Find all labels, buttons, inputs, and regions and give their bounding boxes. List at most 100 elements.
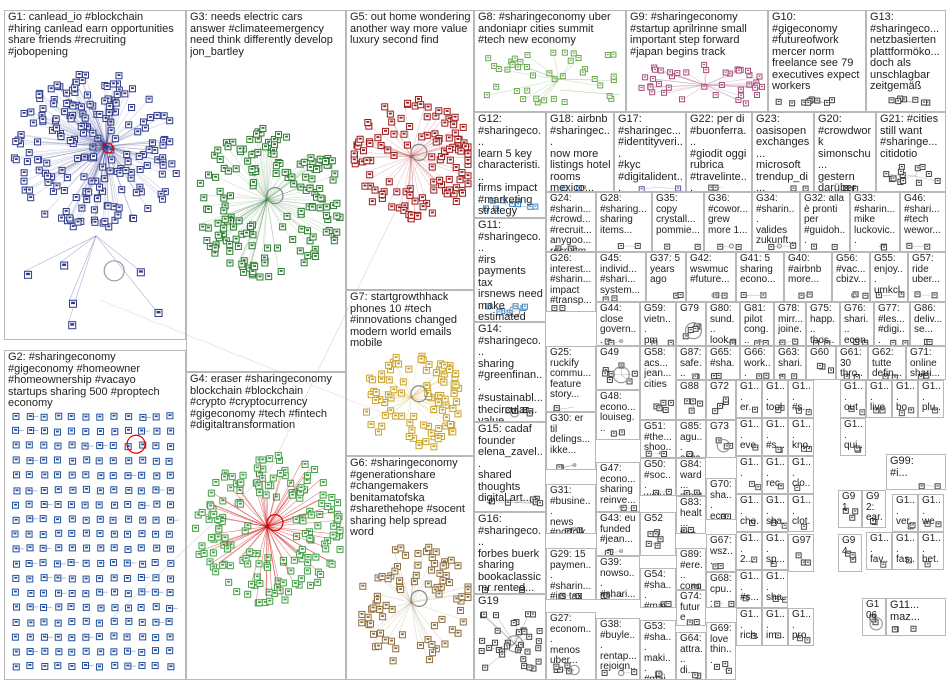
g5-node-avatar-icon — [402, 208, 406, 211]
g5-node-avatar-icon — [466, 152, 470, 155]
g6-node-avatar-icon — [430, 642, 434, 645]
g1-edge — [105, 145, 129, 162]
g2-node-avatar-icon — [42, 489, 46, 491]
g2-node-avatar-icon — [57, 546, 61, 549]
g6-node-avatar-icon — [455, 597, 459, 600]
g3-node-avatar-icon — [330, 159, 334, 162]
g7-node-avatar-icon — [456, 412, 460, 415]
g1-node-avatar-icon — [115, 93, 119, 95]
group-g46: G46: #shari... #tech wewor... — [900, 192, 946, 252]
g1-edge — [69, 235, 97, 301]
g2-node-avatar-icon — [14, 650, 18, 653]
g71-node-avatar-icon — [919, 375, 922, 377]
group-g73: G73 — [706, 420, 736, 458]
g6-node-avatar-icon — [426, 582, 430, 585]
edge — [492, 501, 515, 503]
g11-node-avatar-icon — [487, 305, 490, 307]
g20-self-loop — [847, 185, 852, 189]
g9-node-avatar-icon — [663, 91, 666, 93]
group-g2: G2: #sharingeconomy #gigeconomy #homeown… — [4, 350, 186, 680]
g1-edge — [105, 145, 137, 193]
small-group-node-avatar-icon — [779, 485, 782, 487]
edge — [410, 602, 430, 642]
g19-node-avatar-icon — [494, 614, 497, 616]
small-group-cell: G1... #s... — [788, 380, 814, 418]
g2-node-avatar-icon — [84, 518, 88, 521]
g3-node-avatar-icon — [216, 233, 220, 236]
g2-node-avatar-icon — [97, 503, 101, 506]
g1-node-avatar-icon — [46, 174, 50, 177]
g1-node-avatar-icon — [103, 99, 107, 102]
g19-node-avatar-icon — [528, 666, 531, 668]
edge — [239, 199, 268, 264]
g2-node-avatar-icon — [126, 592, 130, 594]
group-g39: G39: nowso... #shari... — [596, 556, 640, 600]
g5-node-avatar-icon — [408, 193, 412, 196]
g2-node-avatar-icon — [126, 532, 130, 535]
g2-node-avatar-icon — [57, 531, 61, 534]
g9-node-avatar-icon — [747, 69, 750, 71]
g7-node-avatar-icon — [440, 408, 444, 411]
g27-node-avatar-icon — [568, 670, 571, 672]
g39-self-loop — [619, 593, 624, 597]
g2-node-avatar-icon — [111, 459, 115, 462]
g1-node-avatar-icon — [103, 220, 107, 222]
g16-node-avatar-icon — [484, 589, 487, 591]
g3-node-avatar-icon — [234, 237, 238, 240]
g1-edge — [72, 105, 107, 147]
g1-node-avatar-icon — [72, 137, 76, 140]
g41-node-avatar-icon — [742, 294, 745, 296]
g3-node-avatar-icon — [315, 168, 319, 170]
group-g77: G77: #les... #digi... — [874, 302, 910, 346]
g6-node-avatar-icon — [430, 568, 434, 571]
g8-node-avatar-icon — [485, 94, 488, 96]
g1-node-avatar-icon — [36, 158, 40, 161]
g1-node-avatar-icon — [115, 82, 119, 85]
g7-node-avatar-icon — [451, 406, 455, 409]
group-g48-network — [610, 429, 625, 437]
g1-edge — [105, 88, 133, 147]
group-g24: G24: #sharin... #crowd... #recruit... an… — [546, 192, 596, 252]
g59-node-avatar-icon — [653, 342, 656, 344]
g81-node-avatar-icon — [756, 342, 759, 344]
g19-node-avatar-icon — [497, 648, 500, 651]
g77-node-avatar-icon — [904, 342, 907, 344]
g88-node-avatar-icon — [690, 409, 693, 411]
group-g17: G17: #sharingec... #identityveri... #kyc… — [614, 112, 686, 192]
g1-node-avatar-icon — [55, 83, 59, 86]
g9-node-avatar-icon — [681, 98, 684, 100]
edge — [558, 78, 615, 81]
edge — [410, 550, 416, 603]
group-g86-network — [924, 338, 933, 345]
g1-edge — [69, 145, 107, 219]
g4-node-avatar-icon — [214, 570, 218, 573]
g1-edge — [94, 146, 107, 221]
group-g94: G94 — [838, 534, 862, 572]
g3-node-avatar-icon — [223, 204, 227, 207]
g1-edge — [72, 145, 107, 227]
group-g78-network — [779, 338, 799, 345]
g7-node-avatar-icon — [451, 430, 455, 433]
small-group-cell: G1... bo... — [892, 380, 918, 418]
g3-node-avatar-icon — [221, 232, 225, 235]
edge — [224, 143, 268, 200]
g5-node-avatar-icon — [379, 143, 383, 146]
g7-node-avatar-icon — [452, 392, 456, 394]
g2-node-avatar-icon — [70, 636, 74, 639]
small-group-network — [924, 561, 931, 568]
small-group-network — [770, 519, 787, 529]
g5-node-avatar-icon — [384, 129, 388, 132]
g31-node-avatar-icon — [578, 529, 581, 531]
edge — [224, 199, 268, 219]
g4-node-avatar-icon — [228, 564, 232, 567]
g5-node-avatar-icon — [463, 145, 467, 148]
g40-node-avatar-icon — [808, 293, 811, 295]
g6-node-avatar-icon — [459, 599, 463, 602]
g9-node-avatar-icon — [703, 85, 706, 87]
g6-node-avatar-icon — [404, 553, 408, 556]
g1-edge — [104, 101, 107, 147]
g2-node-avatar-icon — [28, 459, 32, 461]
g5-node-avatar-icon — [456, 138, 460, 140]
g2-node-avatar-icon — [98, 532, 102, 534]
g3-node-avatar-icon — [208, 244, 212, 247]
